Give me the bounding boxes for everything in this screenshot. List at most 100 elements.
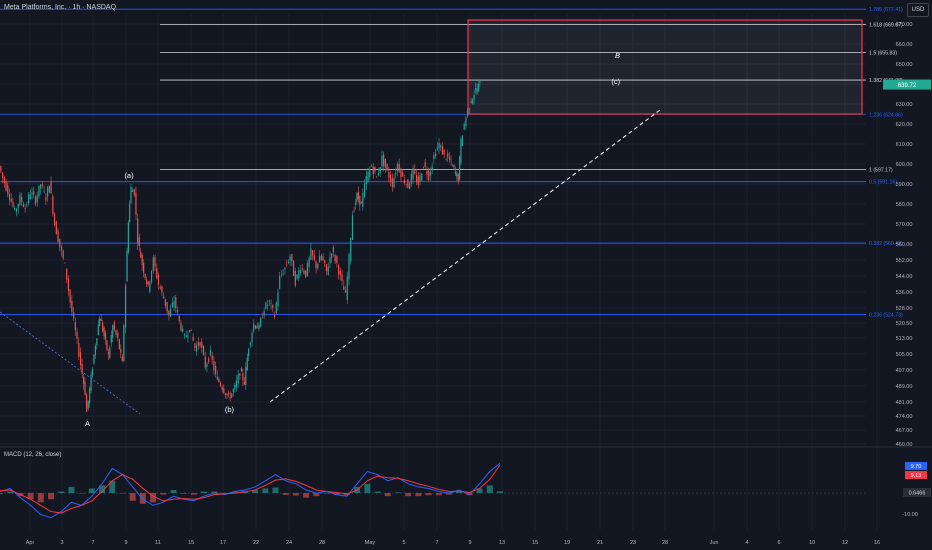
candle-body (187, 335, 189, 338)
macd-histogram-bar (252, 490, 259, 494)
candle-body (170, 309, 172, 317)
candle-body (199, 342, 201, 346)
candle-body (159, 287, 161, 289)
candle-body (459, 156, 461, 180)
candle-body (245, 367, 247, 386)
macd-histogram-bar (364, 483, 371, 494)
candle-body (36, 195, 38, 203)
candle-body (443, 149, 445, 155)
candle-body (334, 254, 336, 262)
candle-body (106, 340, 108, 351)
candle-body (292, 260, 295, 276)
candle-body (175, 297, 177, 309)
time-tick-label: 28 (319, 540, 325, 546)
currency-button[interactable]: USD (907, 3, 929, 17)
macd-histogram-bar (445, 493, 452, 495)
candle-body (296, 274, 298, 279)
candle-body (273, 315, 276, 318)
candle-body (338, 265, 340, 275)
candle-body (195, 345, 198, 352)
price-tick-label: 580.00 (896, 202, 913, 208)
candle-body (433, 155, 435, 159)
candle-body (5, 181, 7, 191)
price-tick-label: 489.00 (896, 384, 913, 390)
candle-body (280, 274, 283, 276)
candle-body (228, 392, 230, 395)
macd-histogram-bar (231, 491, 238, 494)
candle-body (282, 273, 284, 275)
candle-body (163, 296, 165, 299)
macd-pane: 9.70 9.13 0.6466 -10.00 (0, 462, 931, 519)
candle-body (456, 172, 458, 177)
candle-body (261, 317, 263, 319)
candle-body (50, 181, 52, 194)
candle-body (239, 373, 241, 376)
time-tick-label: 28 (662, 540, 668, 546)
price-tick-label: 660.00 (896, 42, 913, 48)
candle-body (120, 348, 122, 353)
candle-body (110, 335, 112, 343)
candle-body (240, 368, 243, 372)
fib-level-label: 0.382 (560.48) (869, 241, 903, 247)
hist-value-label: 0.6466 (909, 491, 926, 497)
candle-body (189, 330, 191, 332)
candle-body (421, 173, 423, 181)
candle-body (344, 290, 347, 293)
candle-body (107, 352, 109, 355)
candle-body (154, 256, 156, 267)
candle-body (279, 276, 281, 289)
candle-body (143, 263, 145, 273)
candle-body (226, 393, 228, 396)
time-axis[interactable]: Apr 3 7 9 11 15 17 22 24 28 May 5 7 9 13 15 19 21 23 28 Jun 4… (26, 540, 880, 546)
candle-body (149, 281, 151, 292)
time-tick-label: 6 (777, 540, 780, 546)
candle-body (8, 194, 11, 200)
macd-histogram-bar (292, 493, 299, 496)
candle-body (457, 174, 459, 181)
candle-body (190, 329, 192, 331)
candle-body (254, 325, 257, 329)
candle-body (393, 178, 395, 187)
candle-body (391, 178, 393, 188)
candle-body (331, 253, 333, 258)
candle-body (365, 176, 367, 185)
fib-level-label: 1.236 (624.86) (869, 112, 903, 118)
macd-histogram-bar (456, 491, 463, 494)
candle-body (15, 208, 18, 212)
candle-body (41, 184, 44, 186)
candle-body (29, 194, 31, 200)
macd-line (0, 462, 501, 519)
candle-body (91, 369, 94, 376)
candle-body (113, 322, 115, 330)
candle-body (429, 171, 432, 176)
time-tick-label: Jun (710, 540, 719, 546)
macd-histogram-bar (476, 488, 483, 494)
wave-labels: A (a) (b) (c) B (85, 51, 621, 428)
candle-body (27, 194, 30, 204)
candle-body (369, 169, 371, 177)
macd-histogram-bar (58, 491, 65, 494)
candle-body (431, 165, 433, 170)
candle-body (450, 159, 452, 161)
candle-body (268, 300, 270, 302)
candle-body (400, 168, 402, 178)
candle-body (258, 324, 260, 329)
candle-body (135, 192, 137, 215)
time-tick-label: 21 (597, 540, 603, 546)
candle-body (67, 278, 70, 291)
candle-body (243, 381, 245, 385)
macd-histogram-bar (313, 493, 320, 497)
candle-body (253, 323, 255, 331)
candle-body (45, 197, 47, 201)
candle-body (166, 302, 168, 312)
price-axis[interactable]: 670.00660.00650.00640.00630.00620.00610.… (883, 22, 931, 448)
candle-body (284, 267, 286, 270)
candle-body (86, 394, 88, 412)
candle-body (438, 142, 440, 149)
wave-label: B (615, 51, 620, 60)
candle-body (379, 167, 381, 173)
candle-body (251, 332, 253, 342)
candle-body (123, 325, 125, 361)
time-tick-label: 9 (124, 540, 127, 546)
fib-level-label: 0.5 (591.16) (869, 180, 897, 186)
